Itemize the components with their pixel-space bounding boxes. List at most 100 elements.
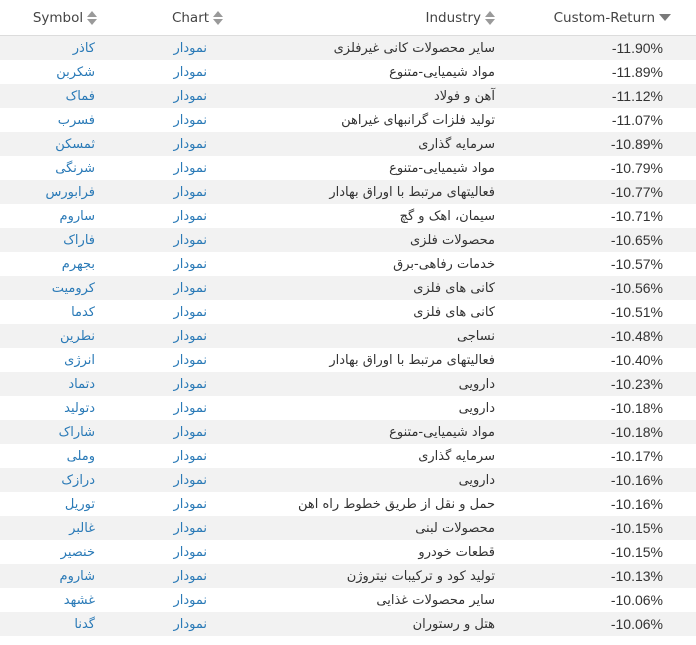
industry-cell: سیمان، اهک و گچ bbox=[399, 208, 495, 224]
symbol-link[interactable]: فماک bbox=[65, 88, 95, 104]
table-row: غشهد نمودار سایر محصولات غذایی -10.06% bbox=[0, 588, 696, 612]
symbol-link[interactable]: وملی bbox=[66, 448, 95, 464]
table-row: توریل نمودار حمل و نقل از طریق خطوط راه اه… bbox=[0, 492, 696, 516]
symbol-link[interactable]: غالبر bbox=[69, 520, 95, 536]
chart-link[interactable]: نمودار bbox=[173, 520, 207, 536]
custom-return-cell: -10.13% bbox=[610, 568, 663, 584]
chart-link[interactable]: نمودار bbox=[173, 544, 207, 560]
table-row: ساروم نمودار سیمان، اهک و گچ -10.71% bbox=[0, 204, 696, 228]
custom-return-cell: -10.15% bbox=[610, 544, 663, 560]
symbol-link[interactable]: کدما bbox=[71, 304, 95, 320]
symbol-column-header[interactable]: Symbol bbox=[0, 10, 130, 26]
chart-link[interactable]: نمودار bbox=[173, 136, 207, 152]
industry-cell: تولید فلزات گرانبهای غیراهن bbox=[341, 112, 495, 128]
table-row: بجهرم نمودار خدمات رفاهی-برق -10.57% bbox=[0, 252, 696, 276]
table-row: شاراک نمودار مواد شیمیایی-متنوع -10.18% bbox=[0, 420, 696, 444]
table-body: کاذر نمودار سایر محصولات کانی غیرفلزی -11.9… bbox=[0, 36, 696, 636]
table-row: دتماد نمودار دارویی -10.23% bbox=[0, 372, 696, 396]
symbol-link[interactable]: بجهرم bbox=[61, 256, 95, 272]
chart-link[interactable]: نمودار bbox=[173, 232, 207, 248]
custom-return-cell: -10.51% bbox=[610, 304, 663, 320]
table-row: کاذر نمودار سایر محصولات کانی غیرفلزی -11.9… bbox=[0, 36, 696, 60]
chart-link[interactable]: نمودار bbox=[173, 496, 207, 512]
table-row: فاراک نمودار محصولات فلزی -10.65% bbox=[0, 228, 696, 252]
chart-link[interactable]: نمودار bbox=[173, 208, 207, 224]
chart-link[interactable]: نمودار bbox=[173, 376, 207, 392]
custom-return-column-header[interactable]: Custom-Return bbox=[495, 10, 696, 26]
symbol-link[interactable]: توریل bbox=[64, 496, 95, 512]
symbol-link[interactable]: درازک bbox=[61, 472, 95, 488]
chart-link[interactable]: نمودار bbox=[173, 448, 207, 464]
industry-cell: تولید کود و ترکیبات نیتروژن bbox=[346, 568, 495, 584]
chart-link[interactable]: نمودار bbox=[173, 280, 207, 296]
table-row: کرومیت نمودار کانی های فلزی -10.56% bbox=[0, 276, 696, 300]
custom-return-cell: -10.79% bbox=[610, 160, 663, 176]
symbol-link[interactable]: شکربن bbox=[56, 64, 95, 80]
custom-return-cell: -11.07% bbox=[611, 112, 663, 128]
chart-link[interactable]: نمودار bbox=[173, 256, 207, 272]
symbol-link[interactable]: دتماد bbox=[68, 376, 95, 392]
symbol-link[interactable]: شاروم bbox=[59, 568, 95, 584]
chart-link[interactable]: نمودار bbox=[173, 472, 207, 488]
chart-link[interactable]: نمودار bbox=[173, 40, 207, 56]
symbol-link[interactable]: خنصیر bbox=[60, 544, 95, 560]
symbol-link[interactable]: شرنگی bbox=[55, 160, 95, 176]
chart-link[interactable]: نمودار bbox=[173, 592, 207, 608]
custom-return-cell: -10.40% bbox=[610, 352, 663, 368]
symbol-link[interactable]: فاراک bbox=[63, 232, 95, 248]
chart-link[interactable]: نمودار bbox=[173, 328, 207, 344]
industry-column-header[interactable]: Industry bbox=[265, 10, 495, 26]
industry-cell: مواد شیمیایی-متنوع bbox=[389, 64, 495, 80]
symbol-link[interactable]: کرومیت bbox=[51, 280, 95, 296]
table-row: درازک نمودار دارویی -10.16% bbox=[0, 468, 696, 492]
chart-link[interactable]: نمودار bbox=[173, 568, 207, 584]
custom-return-cell: -10.16% bbox=[610, 496, 663, 512]
chart-link[interactable]: نمودار bbox=[173, 616, 207, 632]
symbol-link[interactable]: انرژی bbox=[64, 352, 95, 368]
industry-cell: دارویی bbox=[458, 472, 495, 488]
symbol-link[interactable]: ثمسکن bbox=[55, 136, 95, 152]
industry-cell: حمل و نقل از طریق خطوط راه اهن bbox=[297, 496, 495, 512]
symbol-link[interactable]: فرابورس bbox=[45, 184, 95, 200]
chart-link[interactable]: نمودار bbox=[173, 112, 207, 128]
table-row: ثمسکن نمودار سرمایه گذاری -10.89% bbox=[0, 132, 696, 156]
custom-return-header-label: Custom-Return bbox=[553, 9, 655, 26]
chart-link[interactable]: نمودار bbox=[173, 400, 207, 416]
table-row: کدما نمودار کانی های فلزی -10.51% bbox=[0, 300, 696, 324]
chart-link[interactable]: نمودار bbox=[173, 424, 207, 440]
industry-header-label: Industry bbox=[425, 9, 481, 26]
chart-link[interactable]: نمودار bbox=[173, 352, 207, 368]
table-row: فرابورس نمودار فعالیتهای مرتبط با اوراق به… bbox=[0, 180, 696, 204]
industry-cell: هتل و رستوران bbox=[412, 616, 495, 632]
custom-return-cell: -10.23% bbox=[610, 376, 663, 392]
custom-return-cell: -10.15% bbox=[610, 520, 663, 536]
symbol-link[interactable]: گدنا bbox=[74, 616, 95, 632]
custom-return-cell: -10.71% bbox=[610, 208, 663, 224]
chart-column-header[interactable]: Chart bbox=[130, 10, 265, 26]
table-row: فسرب نمودار تولید فلزات گرانبهای غیراهن -11… bbox=[0, 108, 696, 132]
custom-return-cell: -10.57% bbox=[610, 256, 663, 272]
custom-return-cell: -10.18% bbox=[610, 400, 663, 416]
table-header: Symbol Chart Industry Custom-Return bbox=[0, 0, 696, 36]
custom-return-cell: -10.06% bbox=[610, 592, 663, 608]
chart-link[interactable]: نمودار bbox=[173, 88, 207, 104]
chart-link[interactable]: نمودار bbox=[173, 64, 207, 80]
symbol-link[interactable]: شاراک bbox=[58, 424, 95, 440]
custom-return-cell: -10.89% bbox=[610, 136, 663, 152]
symbol-link[interactable]: ساروم bbox=[59, 208, 95, 224]
symbol-link[interactable]: نطرین bbox=[60, 328, 95, 344]
table-row: نطرین نمودار نساجی -10.48% bbox=[0, 324, 696, 348]
symbol-link[interactable]: دتولید bbox=[64, 400, 95, 416]
symbol-link[interactable]: کاذر bbox=[72, 40, 95, 56]
symbol-link[interactable]: غشهد bbox=[63, 592, 95, 608]
chart-link[interactable]: نمودار bbox=[173, 304, 207, 320]
chart-link[interactable]: نمودار bbox=[173, 184, 207, 200]
table-row: وملی نمودار سرمایه گذاری -10.17% bbox=[0, 444, 696, 468]
chart-link[interactable]: نمودار bbox=[173, 160, 207, 176]
industry-cell: آهن و فولاد bbox=[433, 88, 495, 104]
industry-cell: کانی های فلزی bbox=[413, 304, 495, 320]
custom-return-cell: -11.90% bbox=[611, 40, 663, 56]
industry-cell: مواد شیمیایی-متنوع bbox=[389, 424, 495, 440]
custom-return-cell: -10.17% bbox=[610, 448, 663, 464]
symbol-link[interactable]: فسرب bbox=[57, 112, 95, 128]
